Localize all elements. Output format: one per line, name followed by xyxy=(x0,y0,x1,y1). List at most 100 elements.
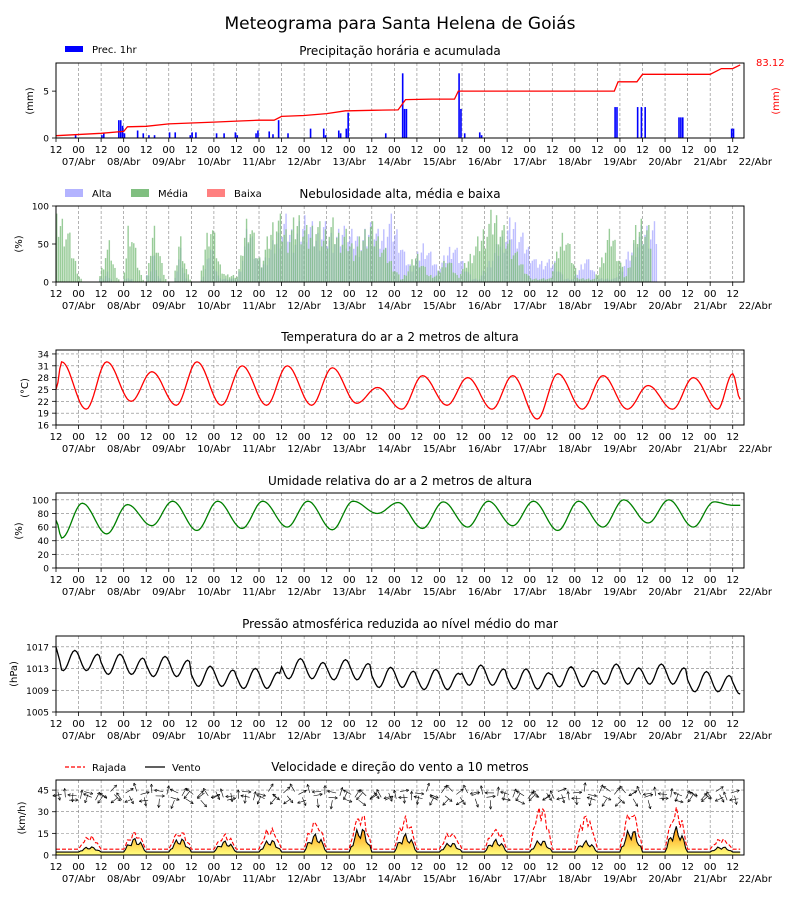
wind-direction-arrow xyxy=(636,786,641,795)
cloud-bar-média xyxy=(200,270,203,282)
cloud-bar-média xyxy=(554,262,556,282)
cloud-bar-média xyxy=(413,265,415,282)
x-tick-label: 12 xyxy=(275,145,288,156)
wind-direction-arrowhead xyxy=(435,795,439,799)
cloud-bar-média xyxy=(332,217,334,282)
cloud-bar-alta xyxy=(458,263,460,282)
cloud-bar-média xyxy=(446,263,449,282)
x-tick-label: 00 xyxy=(704,432,717,443)
y-tick-label: 100 xyxy=(32,496,49,506)
x-tick-label: 00 xyxy=(208,145,221,156)
x-day-label: 20/Abr xyxy=(648,301,682,312)
wind-direction-arrowhead xyxy=(359,789,363,793)
wind-direction-arrow xyxy=(257,795,262,805)
cloud-bar-alta xyxy=(394,234,396,282)
wind-direction-arrow xyxy=(240,795,250,798)
cloud-bar-média xyxy=(157,252,159,282)
wind-direction-arrowhead xyxy=(556,797,560,801)
wind-direction-arrow xyxy=(734,795,737,805)
x-tick-label: 12 xyxy=(95,862,108,873)
x-tick-label: 00 xyxy=(72,575,85,586)
cloud-bar-média xyxy=(401,279,404,282)
wind-direction-arrow xyxy=(313,793,323,797)
wind-direction-arrow xyxy=(354,789,361,798)
cloud-bar-alta xyxy=(431,265,434,282)
x-day-label: 18/Abr xyxy=(558,587,592,598)
x-tick-label: 12 xyxy=(185,289,198,300)
wind-direction-arrowhead xyxy=(402,800,406,804)
cloud-bar-alta xyxy=(401,249,404,282)
cloud-bar-alta xyxy=(514,222,517,282)
cloud-bar-média xyxy=(646,230,648,282)
cloud-bar-média xyxy=(330,227,332,282)
x-tick-label: 12 xyxy=(140,862,153,873)
x-tick-label: 12 xyxy=(681,575,694,586)
cloud-bar-média xyxy=(71,258,73,282)
wind-direction-arrowhead xyxy=(256,794,260,798)
precip-bar xyxy=(322,128,325,138)
wind-direction-arrowhead xyxy=(670,788,674,792)
x-day-label: 22/Abr xyxy=(739,301,773,312)
cloud-bar-média xyxy=(567,243,569,282)
wind-direction-arrowhead xyxy=(429,802,433,806)
x-tick-label: 00 xyxy=(478,862,491,873)
x-tick-label: 00 xyxy=(659,862,672,873)
wind-direction-arrow xyxy=(170,797,180,801)
cloud-bar-média xyxy=(524,273,526,282)
wind-direction-arrowhead xyxy=(340,787,344,791)
cloud-bar-alta xyxy=(531,260,533,282)
wind-direction-arrowhead xyxy=(689,791,693,795)
cloud-bar-média xyxy=(463,263,466,282)
cloud-bar-média xyxy=(272,222,274,282)
cloud-bar-média xyxy=(569,244,571,282)
wind-direction-arrow xyxy=(283,786,291,794)
cloud-bar-média xyxy=(59,226,62,282)
x-tick-label: 12 xyxy=(591,862,604,873)
wind-direction-arrowhead xyxy=(183,795,187,799)
x-day-label: 21/Abr xyxy=(693,874,727,885)
cloud-bar-média xyxy=(364,229,366,282)
cloud-bar-média xyxy=(306,225,308,282)
wind-direction-arrow xyxy=(426,782,430,792)
x-tick-label: 00 xyxy=(162,289,175,300)
y-tick-label: 19 xyxy=(38,410,50,420)
wind-direction-arrow xyxy=(257,792,266,797)
x-day-label: 19/Abr xyxy=(603,731,637,742)
cloud-bar-média xyxy=(161,263,163,282)
cloud-bar-média xyxy=(123,272,126,282)
x-tick-label: 12 xyxy=(320,289,333,300)
wind-direction-arrow xyxy=(557,788,567,792)
cloud-bar-média xyxy=(99,276,101,282)
y-tick-label: 50 xyxy=(38,241,50,251)
x-tick-label: 00 xyxy=(659,719,672,730)
x-tick-label: 12 xyxy=(95,575,108,586)
wind-direction-arrowhead xyxy=(443,785,447,789)
cloud-bar-média xyxy=(307,248,310,282)
x-tick-label: 00 xyxy=(568,719,581,730)
cloud-bar-média xyxy=(531,279,533,282)
wind-direction-arrow xyxy=(283,798,292,805)
x-tick-label: 00 xyxy=(433,432,446,443)
cloud-bar-média xyxy=(300,244,302,282)
x-day-label: 09/Abr xyxy=(152,157,186,168)
wind-direction-arrowhead xyxy=(376,789,380,793)
cloud-bar-média xyxy=(125,258,127,282)
wind-direction-arrowhead xyxy=(256,801,260,805)
cloud-bar-alta xyxy=(537,267,539,282)
cloud-bar-média xyxy=(386,263,389,282)
x-tick-label: 00 xyxy=(208,432,221,443)
x-tick-label: 00 xyxy=(523,862,536,873)
precip-bar xyxy=(136,130,139,138)
wind-direction-arrowhead xyxy=(575,802,579,806)
wind-direction-arrow xyxy=(186,788,194,795)
wind-direction-arrow xyxy=(515,792,521,801)
x-day-label: 14/Abr xyxy=(378,587,412,598)
x-day-label: 11/Abr xyxy=(242,301,276,312)
precip-bar xyxy=(119,120,122,138)
precip-bar xyxy=(347,112,349,138)
wind-direction-arrowhead xyxy=(542,797,546,801)
precip-bar xyxy=(215,133,218,138)
wind-direction-arrow xyxy=(647,800,651,809)
cloud-bar-média xyxy=(514,252,517,282)
cloud-bar-média xyxy=(249,234,252,282)
